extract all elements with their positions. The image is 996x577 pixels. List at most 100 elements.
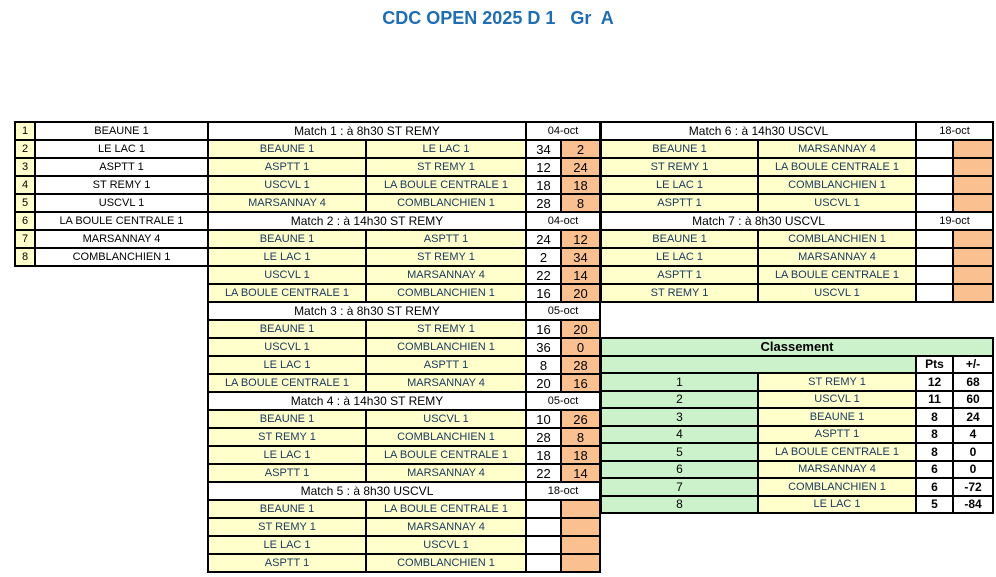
home-score-cell[interactable]: 18 — [525, 175, 562, 195]
away-team-cell[interactable]: ASPTT 1 — [365, 229, 527, 249]
away-score-cell[interactable] — [952, 193, 994, 213]
rank-cell[interactable]: 8 — [600, 494, 759, 514]
diff-cell[interactable]: 0 — [952, 459, 994, 479]
rank-cell[interactable]: 7 — [600, 477, 759, 497]
rank-cell[interactable]: 1 — [600, 372, 759, 392]
team-name-cell[interactable]: ASPTT 1 — [757, 424, 917, 444]
home-score-cell[interactable] — [915, 229, 954, 249]
away-team-cell[interactable]: MARSANNAY 4 — [365, 373, 527, 393]
home-team-cell[interactable]: ST REMY 1 — [600, 157, 759, 177]
home-team-cell[interactable]: BEAUNE 1 — [207, 229, 367, 249]
home-team-cell[interactable]: BEAUNE 1 — [600, 229, 759, 249]
team-name-cell[interactable]: MARSANNAY 4 — [34, 229, 209, 249]
team-name-cell[interactable]: LA BOULE CENTRALE 1 — [34, 211, 209, 231]
home-score-cell[interactable]: 2 — [525, 247, 562, 267]
points-cell[interactable]: 8 — [915, 407, 954, 427]
rank-cell[interactable]: 6 — [600, 459, 759, 479]
away-team-cell[interactable]: MARSANNAY 4 — [757, 247, 917, 267]
team-name-cell[interactable]: COMBLANCHIEN 1 — [34, 247, 209, 267]
points-cell[interactable]: 6 — [915, 477, 954, 497]
away-team-cell[interactable]: USCVL 1 — [757, 193, 917, 213]
home-score-cell[interactable] — [525, 553, 562, 573]
team-name-cell[interactable]: COMBLANCHIEN 1 — [757, 477, 917, 497]
match-date-cell[interactable]: 19-oct — [915, 211, 994, 231]
team-name-cell[interactable]: BEAUNE 1 — [34, 121, 209, 141]
away-team-cell[interactable]: COMBLANCHIEN 1 — [365, 283, 527, 303]
away-team-cell[interactable]: MARSANNAY 4 — [757, 139, 917, 159]
diff-cell[interactable]: 0 — [952, 442, 994, 462]
away-score-cell[interactable] — [952, 175, 994, 195]
home-score-cell[interactable]: 28 — [525, 427, 562, 447]
away-score-cell[interactable]: 14 — [560, 265, 601, 285]
team-number-cell[interactable]: 3 — [14, 157, 36, 177]
away-score-cell[interactable] — [560, 499, 601, 519]
home-score-cell[interactable]: 28 — [525, 193, 562, 213]
away-score-cell[interactable] — [560, 535, 601, 555]
points-cell[interactable]: 6 — [915, 459, 954, 479]
away-score-cell[interactable]: 28 — [560, 355, 601, 375]
team-number-cell[interactable]: 1 — [14, 121, 36, 141]
team-name-cell[interactable]: USCVL 1 — [757, 389, 917, 409]
team-name-cell[interactable]: LA BOULE CENTRALE 1 — [757, 442, 917, 462]
away-score-cell[interactable] — [952, 265, 994, 285]
points-cell[interactable]: 8 — [915, 442, 954, 462]
standings-title-cell[interactable]: Classement — [600, 337, 994, 357]
away-score-cell[interactable] — [952, 157, 994, 177]
home-score-cell[interactable] — [915, 265, 954, 285]
team-name-cell[interactable]: ST REMY 1 — [34, 175, 209, 195]
team-name-cell[interactable]: MARSANNAY 4 — [757, 459, 917, 479]
away-score-cell[interactable] — [560, 553, 601, 573]
home-score-cell[interactable]: 10 — [525, 409, 562, 429]
home-team-cell[interactable]: LE LAC 1 — [207, 355, 367, 375]
away-team-cell[interactable]: USCVL 1 — [757, 283, 917, 303]
home-team-cell[interactable]: ST REMY 1 — [207, 427, 367, 447]
away-team-cell[interactable]: MARSANNAY 4 — [365, 463, 527, 483]
match-header-cell[interactable]: Match 2 : à 14h30 ST REMY — [207, 211, 527, 231]
match-header-cell[interactable]: Match 6 : à 14h30 USCVL — [600, 121, 917, 141]
home-team-cell[interactable]: BEAUNE 1 — [207, 319, 367, 339]
home-team-cell[interactable]: LA BOULE CENTRALE 1 — [207, 283, 367, 303]
away-score-cell[interactable]: 2 — [560, 139, 601, 159]
home-score-cell[interactable]: 18 — [525, 445, 562, 465]
points-header-cell[interactable]: Pts — [915, 354, 954, 374]
home-score-cell[interactable]: 22 — [525, 265, 562, 285]
home-team-cell[interactable]: BEAUNE 1 — [207, 409, 367, 429]
diff-cell[interactable]: 4 — [952, 424, 994, 444]
home-team-cell[interactable]: USCVL 1 — [207, 337, 367, 357]
away-score-cell[interactable]: 0 — [560, 337, 601, 357]
away-team-cell[interactable]: LA BOULE CENTRALE 1 — [757, 157, 917, 177]
away-score-cell[interactable]: 18 — [560, 445, 601, 465]
match-header-cell[interactable]: Match 5 : à 8h30 USCVL — [207, 481, 527, 501]
away-score-cell[interactable] — [952, 283, 994, 303]
team-number-cell[interactable]: 4 — [14, 175, 36, 195]
away-team-cell[interactable]: ST REMY 1 — [365, 247, 527, 267]
team-number-cell[interactable]: 8 — [14, 247, 36, 267]
home-score-cell[interactable]: 16 — [525, 283, 562, 303]
away-score-cell[interactable]: 8 — [560, 427, 601, 447]
away-score-cell[interactable]: 12 — [560, 229, 601, 249]
away-score-cell[interactable]: 20 — [560, 283, 601, 303]
away-score-cell[interactable]: 34 — [560, 247, 601, 267]
team-name-cell[interactable]: LE LAC 1 — [757, 494, 917, 514]
match-header-cell[interactable]: Match 1 : à 8h30 ST REMY — [207, 121, 527, 141]
home-score-cell[interactable]: 36 — [525, 337, 562, 357]
match-date-cell[interactable]: 05-oct — [525, 301, 601, 321]
home-team-cell[interactable]: USCVL 1 — [207, 265, 367, 285]
home-team-cell[interactable]: ASPTT 1 — [207, 157, 367, 177]
team-number-cell[interactable]: 5 — [14, 193, 36, 213]
match-date-cell[interactable]: 18-oct — [915, 121, 994, 141]
home-score-cell[interactable] — [915, 175, 954, 195]
diff-cell[interactable]: -84 — [952, 494, 994, 514]
match-date-cell[interactable]: 05-oct — [525, 391, 601, 411]
home-team-cell[interactable]: LA BOULE CENTRALE 1 — [207, 373, 367, 393]
away-team-cell[interactable]: COMBLANCHIEN 1 — [365, 337, 527, 357]
home-team-cell[interactable]: ASPTT 1 — [600, 265, 759, 285]
away-team-cell[interactable]: USCVL 1 — [365, 535, 527, 555]
rank-cell[interactable]: 3 — [600, 407, 759, 427]
away-score-cell[interactable]: 16 — [560, 373, 601, 393]
away-team-cell[interactable]: COMBLANCHIEN 1 — [365, 427, 527, 447]
team-number-cell[interactable]: 7 — [14, 229, 36, 249]
home-team-cell[interactable]: LE LAC 1 — [600, 247, 759, 267]
away-score-cell[interactable]: 24 — [560, 157, 601, 177]
points-cell[interactable]: 12 — [915, 372, 954, 392]
